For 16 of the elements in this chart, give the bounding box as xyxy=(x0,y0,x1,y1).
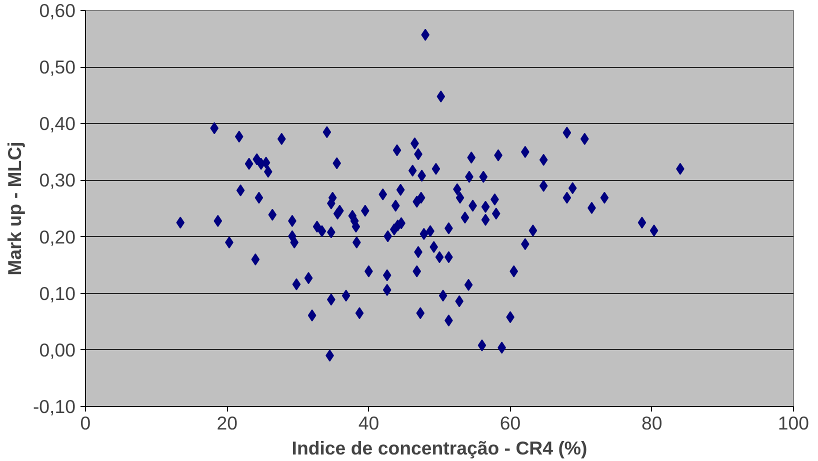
y-axis-title: Mark up - MLCj xyxy=(4,142,25,276)
x-tick-label: 60 xyxy=(500,412,521,434)
x-tick-label: 100 xyxy=(778,412,810,434)
x-tick-label: 0 xyxy=(80,412,91,434)
y-tick-label: 0,20 xyxy=(39,226,76,248)
y-tick-label: 0,00 xyxy=(39,339,76,360)
y-tick-label: 0,60 xyxy=(39,0,76,21)
x-tick-label: 40 xyxy=(358,412,380,434)
y-tick-label: 0,40 xyxy=(39,113,76,134)
y-tick-label: 0,10 xyxy=(39,282,76,304)
x-axis-title: Indice de concentração - CR4 (%) xyxy=(292,438,588,458)
x-tick-label: 20 xyxy=(216,412,238,434)
y-tick-label: 0,30 xyxy=(39,170,76,191)
x-tick-label: 80 xyxy=(642,412,662,434)
y-tick-label: 0,50 xyxy=(39,56,76,78)
y-tick-label: -0,10 xyxy=(32,396,76,417)
